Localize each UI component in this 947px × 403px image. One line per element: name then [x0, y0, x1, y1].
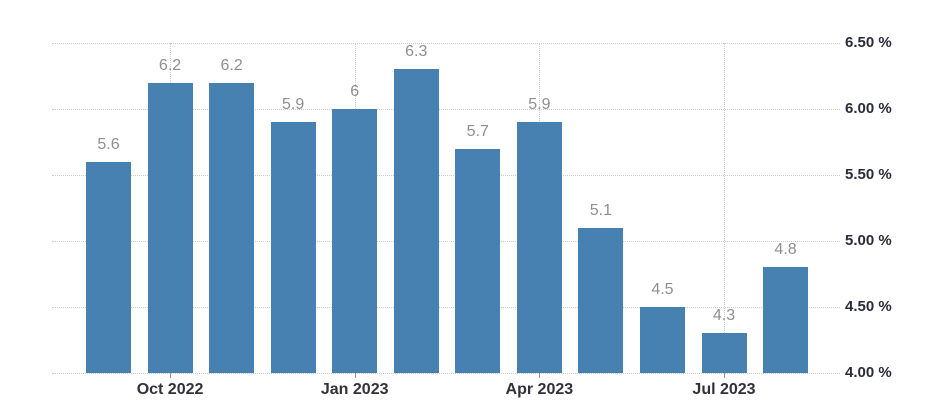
gridline-horizontal [52, 175, 840, 176]
bar [147, 82, 193, 373]
bar-value-label: 6.3 [405, 43, 428, 61]
bar [763, 267, 809, 373]
x-axis-tick [539, 373, 541, 378]
bar [639, 307, 685, 373]
x-axis-label: Jul 2023 [692, 381, 756, 398]
bar [86, 161, 131, 373]
x-axis-label: Oct 2022 [136, 381, 204, 398]
bar [209, 82, 255, 373]
bar [332, 109, 378, 373]
bar-value-label: 4.8 [774, 241, 797, 259]
bar [701, 333, 747, 373]
gridline-horizontal [52, 307, 840, 308]
x-axis-label: Apr 2023 [505, 381, 574, 398]
bar-value-label: 6.2 [220, 56, 243, 74]
bar-value-label: 5.7 [466, 122, 489, 140]
y-axis-label: 4.50 % [845, 298, 892, 315]
bar-value-label: 4.3 [712, 307, 736, 325]
y-axis-label: 5.00 % [845, 232, 892, 249]
y-axis-label: 6.00 % [845, 100, 892, 117]
bar [270, 122, 316, 373]
bar [393, 69, 439, 373]
bar-value-label: 6.2 [158, 56, 182, 74]
bar-value-label: 5.9 [528, 96, 551, 114]
plot-area: 5.6 6.2 6.2 5.9 6 6.3 5.7 5.9 5.1 4.5 4.3 4.8 Oct 2… [52, 43, 840, 398]
bar-value-label: 4.5 [651, 281, 674, 298]
x-axis-tick [170, 373, 172, 378]
bar-value-label: 5.1 [589, 201, 613, 219]
bar [516, 122, 562, 373]
gridline-horizontal [52, 109, 840, 110]
bar [578, 227, 624, 373]
bar-value-label: 6 [350, 83, 360, 100]
bar-value-label: 5.9 [282, 96, 305, 114]
y-axis-label: 4.00 % [845, 364, 892, 381]
bar [455, 148, 501, 373]
gridline-vertical [724, 43, 725, 373]
x-axis-label: Jan 2023 [320, 381, 389, 398]
gridline-horizontal [52, 373, 840, 374]
gridline-horizontal [52, 241, 840, 242]
x-axis-tick [354, 373, 356, 378]
y-axis-label: 5.50 % [845, 166, 892, 183]
gridline-horizontal [52, 43, 840, 44]
x-axis-tick [724, 373, 725, 378]
y-axis-label: 6.50 % [845, 34, 892, 51]
bar-value-label: 5.6 [97, 135, 120, 153]
